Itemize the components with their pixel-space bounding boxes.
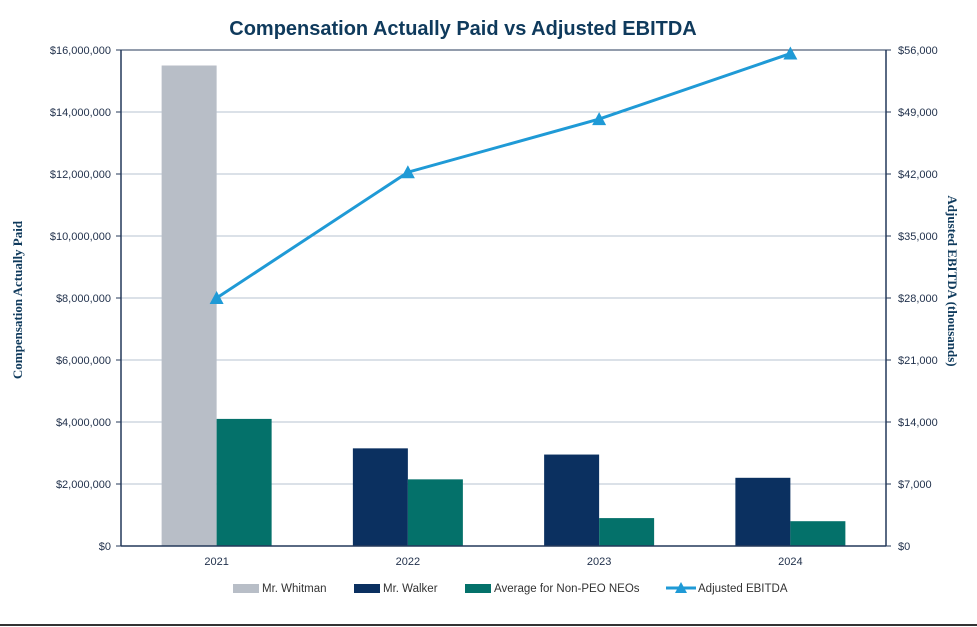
bottom-divider [0,624,977,626]
x-tick-label: 2023 [587,556,611,568]
x-tick-labels: 2021 2022 2023 2024 [204,556,802,568]
bars [161,65,846,546]
y2-axis-title: Adjusted EBITDA (thousands) [945,195,960,366]
bar-mr-whitman-2021 [161,65,217,546]
y-tick-label: $0 [99,541,111,553]
y2-tick-label: $49,000 [898,107,938,119]
bar-average-for-non-peo-neos-2024 [790,521,846,546]
legend-label: Adjusted EBITDA [698,583,788,595]
y-tick-label: $6,000,000 [56,355,111,367]
y-tick-label: $12,000,000 [50,169,111,181]
y-tick-label: $16,000,000 [50,45,111,57]
legend-label: Mr. Walker [383,583,438,595]
y2-tick-label: $7,000 [898,479,932,491]
bar-mr-walker-2022 [352,448,408,546]
bar-mr-walker-2023 [544,454,600,546]
y-tick-label: $8,000,000 [56,293,111,305]
y2-tick-label: $21,000 [898,355,938,367]
legend: Mr. Whitman Mr. Walker Average for Non-PEO… [233,582,788,595]
y2-tick-label: $28,000 [898,293,938,305]
y2-tick-label: $42,000 [898,169,938,181]
ebitda-point [209,291,224,304]
bar-average-for-non-peo-neos-2022 [407,479,463,546]
left-tick-labels: $0 $2,000,000 $4,000,000 $6,000,000 $8,000,0… [50,45,111,553]
y2-tick-label: $35,000 [898,231,938,243]
ebitda-point [592,112,607,126]
ebitda-point [400,165,415,179]
y-tick-label: $4,000,000 [56,417,111,429]
y-axis-title: Compensation Actually Paid [10,220,25,379]
legend-label: Average for Non-PEO NEOs [494,583,640,595]
legend-swatch [233,584,259,593]
bar-average-for-non-peo-neos-2023 [599,518,655,546]
y2-tick-label: $14,000 [898,417,938,429]
y-tick-label: $14,000,000 [50,107,111,119]
ebitda-point [783,46,798,60]
bar-mr-walker-2024 [735,477,791,546]
legend-label: Mr. Whitman [262,583,327,595]
y2-tick-label: $0 [898,541,910,553]
x-tick-label: 2021 [204,556,228,568]
axes [116,49,891,547]
ebitda-series-line [215,52,791,300]
x-tick-label: 2024 [778,556,802,568]
legend-swatch [354,584,380,593]
legend-marker [675,582,687,593]
chart-title: Compensation Actually Paid vs Adjusted E… [229,18,696,40]
ebitda-line [209,46,798,304]
legend-swatch [465,584,491,593]
y-tick-label: $2,000,000 [56,479,111,491]
bar-average-for-non-peo-neos-2021 [216,418,272,546]
right-tick-labels: $0 $7,000 $14,000 $21,000 $28,000 $35,000 $42,… [898,45,938,553]
y-tick-label: $10,000,000 [50,231,111,243]
y2-tick-label: $56,000 [898,45,938,57]
x-tick-label: 2022 [396,556,420,568]
